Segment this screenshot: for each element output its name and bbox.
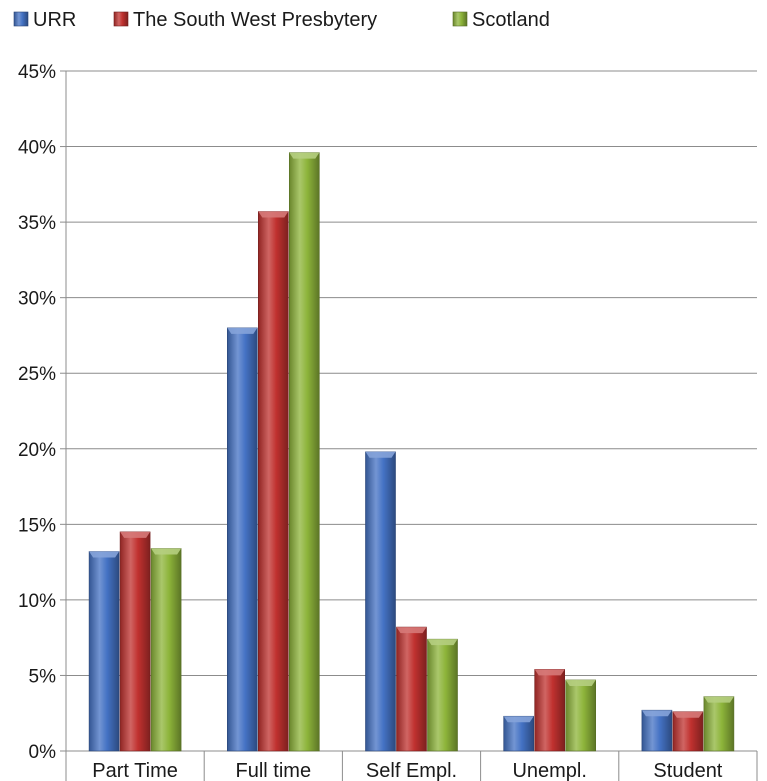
legend-label: Scotland (472, 9, 550, 31)
bar-top-bevel (289, 152, 320, 159)
bar-self-empl--the-south-west-presbytery (396, 626, 427, 752)
bar-part-time-the-south-west-presbytery (119, 531, 151, 752)
y-tick-label: 25% (18, 364, 56, 385)
bar-top-bevel (427, 639, 458, 646)
bar-self-empl--urr (365, 451, 396, 752)
bar-top-bevel (120, 531, 151, 538)
bar-student-the-south-west-presbytery (672, 711, 704, 752)
bar-top-bevel (503, 716, 534, 723)
bar-top-bevel (227, 327, 258, 334)
y-tick-label: 45% (18, 62, 56, 83)
y-tick-label: 20% (18, 440, 56, 461)
bar-self-empl--scotland (427, 638, 458, 752)
y-tick-label: 5% (29, 666, 57, 687)
bar-top-bevel (534, 669, 565, 676)
legend-label: URR (33, 9, 76, 31)
x-category-label: Unempl. (512, 760, 586, 781)
x-category-label: Self Empl. (366, 760, 457, 781)
bar-unempl--the-south-west-presbytery (534, 669, 566, 752)
y-tick-label: 30% (18, 289, 56, 310)
legend-swatch (113, 11, 129, 27)
bar-student-urr (641, 709, 673, 752)
x-category-label: Student (653, 760, 722, 781)
bar-top-bevel (565, 679, 596, 686)
x-category-label: Full time (236, 760, 312, 781)
legend-swatch (13, 11, 29, 27)
x-axis: Part Time Full time Self Empl. Unempl. Stude… (92, 751, 758, 781)
y-tick-label: 0% (29, 742, 57, 763)
y-tick-label: 10% (18, 591, 56, 612)
y-axis: 0% 5% 10% 15% 20% 25% 30% 35% 40% 45% (18, 62, 67, 781)
y-tick-label: 40% (18, 138, 56, 159)
bar-part-time-urr (88, 551, 120, 752)
bar-top-bevel (703, 696, 734, 703)
bar-full-time-urr (227, 327, 258, 752)
bar-top-bevel (89, 551, 120, 558)
y-tick-label: 15% (18, 515, 56, 536)
x-category-label: Part Time (92, 760, 178, 781)
bar-top-bevel (641, 710, 672, 717)
legend-swatch (452, 11, 468, 27)
bar-part-time-scotland (150, 548, 182, 752)
bar-top-bevel (365, 451, 396, 458)
legend-label: The South West Presbytery (133, 9, 377, 31)
bar-top-bevel (151, 548, 182, 555)
y-tick-label: 35% (18, 213, 56, 234)
bar-top-bevel (672, 711, 703, 718)
bar-top-bevel (396, 627, 427, 634)
bar-student-scotland (703, 696, 735, 752)
bars (88, 152, 735, 752)
bar-top-bevel (258, 211, 289, 218)
bar-unempl--scotland (565, 679, 597, 752)
bar-full-time-the-south-west-presbytery (257, 211, 289, 752)
bar-full-time-scotland (288, 152, 320, 752)
legend: URR The South West Presbytery Scotland (13, 9, 550, 31)
